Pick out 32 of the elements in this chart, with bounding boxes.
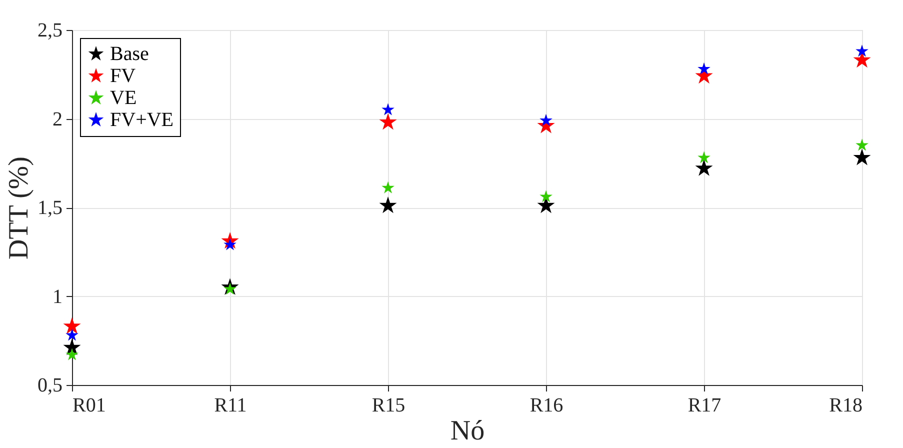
point [853,148,871,166]
point [63,317,81,334]
point [698,151,710,164]
point [66,348,78,360]
point [540,114,552,126]
x-tick-label: R15 [372,394,406,416]
y-axis-title: DTT (%) [4,156,34,260]
y-tick-label: 1,5 [38,197,62,219]
point [379,113,397,130]
x-tick-label: R17 [688,394,722,416]
x-tick-label: R16 [530,394,564,416]
x-tick-label: R01 [72,394,106,416]
legend-label: VE [110,87,137,109]
point [856,138,868,151]
point [695,159,713,176]
point [856,44,868,57]
legend-label: FV [110,65,136,87]
y-tick-label: 2,5 [38,20,62,42]
point [382,103,394,116]
y-tick-label: 1 [52,286,62,308]
y-tick-label: 2 [52,108,62,130]
legend-label: FV+VE [110,109,174,131]
x-axis-title: Nó [450,416,485,446]
point [540,190,552,202]
x-tick-label: R11 [214,394,247,416]
y-tick-label: 0,5 [38,374,62,396]
point [698,62,710,74]
point [66,328,78,341]
point [379,196,397,214]
legend-label: Base [110,43,149,65]
x-tick-label: R18 [829,394,862,416]
point [382,181,394,194]
